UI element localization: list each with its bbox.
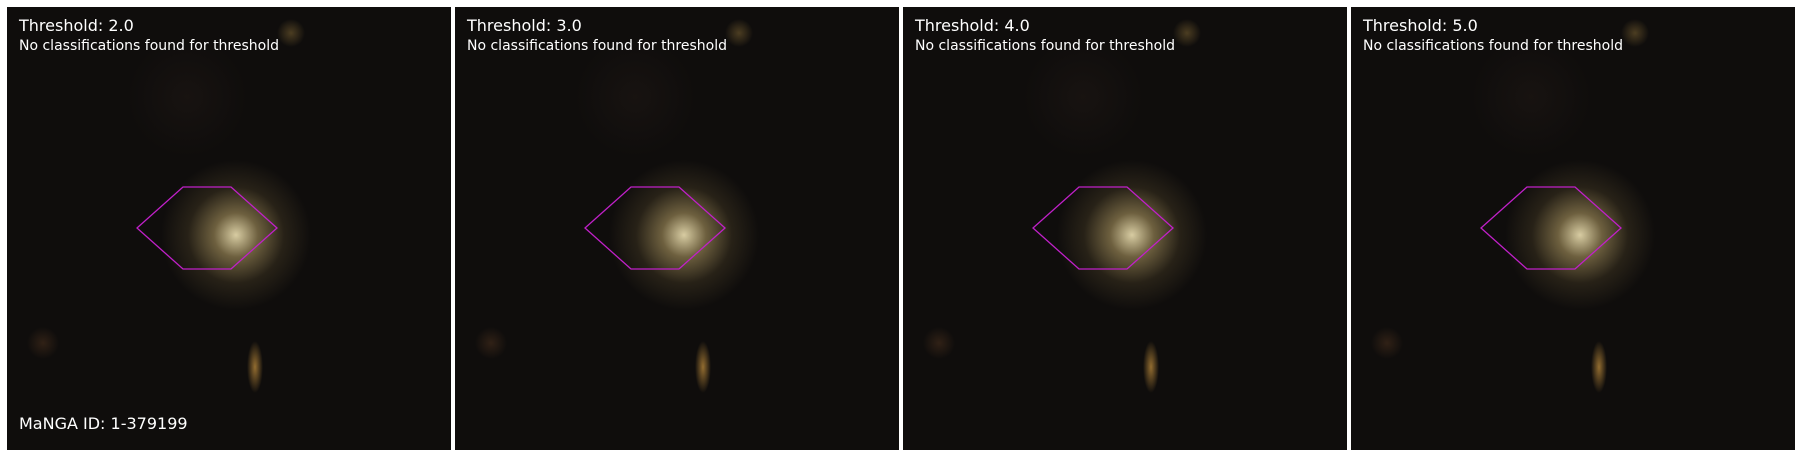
panel-title: Threshold: 2.0	[19, 16, 134, 35]
manga-id-label: MaNGA ID: 1-379199	[19, 414, 188, 433]
galaxy-panel-threshold-5: Threshold: 5.0 No classifications found …	[1351, 7, 1795, 450]
panel-title: Threshold: 5.0	[1363, 16, 1478, 35]
panel-message: No classifications found for threshold	[467, 38, 727, 54]
ifu-hexagon-outline	[1032, 186, 1174, 270]
galaxy-panel-threshold-3: Threshold: 3.0 No classifications found …	[455, 7, 899, 450]
panel-message: No classifications found for threshold	[1363, 38, 1623, 54]
panel-title: Threshold: 4.0	[915, 16, 1030, 35]
ifu-hexagon-outline	[136, 186, 278, 270]
panel-title: Threshold: 3.0	[467, 16, 582, 35]
galaxy-panel-threshold-4: Threshold: 4.0 No classifications found …	[903, 7, 1347, 450]
panel-message: No classifications found for threshold	[915, 38, 1175, 54]
galaxy-panel-threshold-2: Threshold: 2.0 No classifications found …	[7, 7, 451, 450]
ifu-hexagon-outline	[1480, 186, 1622, 270]
ifu-hexagon-outline	[584, 186, 726, 270]
panel-message: No classifications found for threshold	[19, 38, 279, 54]
